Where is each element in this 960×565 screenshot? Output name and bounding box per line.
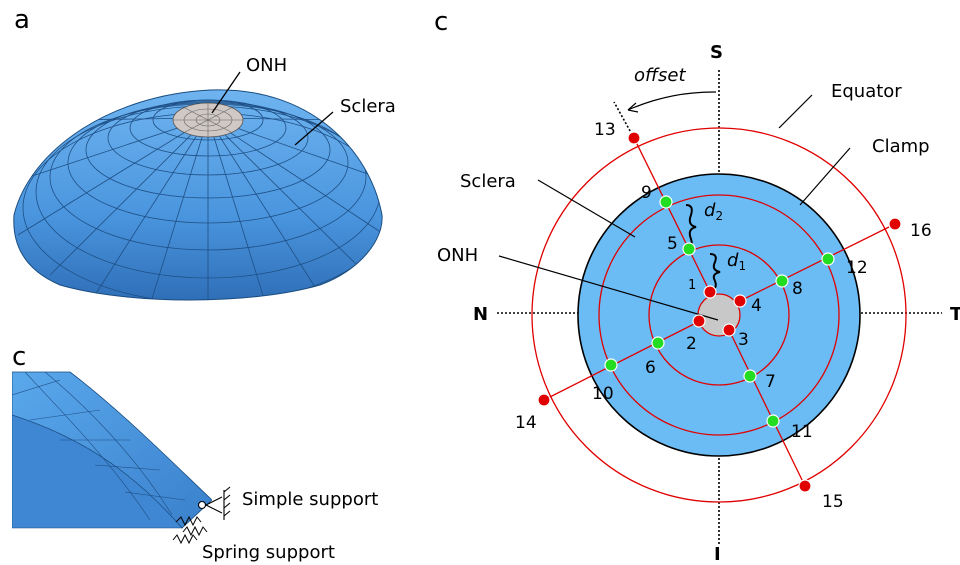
point-label-4: 4 bbox=[751, 296, 762, 316]
panel-b-letter: c bbox=[12, 342, 26, 372]
d2-label: d2 bbox=[704, 200, 723, 223]
equator-circle bbox=[531, 127, 907, 503]
sclera-shell-section bbox=[12, 371, 212, 529]
point-label-15: 15 bbox=[822, 492, 844, 512]
sclera-label-c: Sclera bbox=[460, 171, 516, 192]
sclera-dome bbox=[13, 89, 383, 301]
d1-label: d1 bbox=[727, 250, 746, 273]
point-16 bbox=[888, 217, 902, 231]
leader-lines-c bbox=[498, 94, 851, 321]
radial-lines bbox=[543, 137, 896, 487]
onh-label-c: ONH bbox=[437, 245, 478, 266]
point-15 bbox=[798, 479, 812, 493]
point-7 bbox=[743, 369, 757, 383]
simple-support-label: Simple support bbox=[242, 489, 378, 510]
sclera-leader-line bbox=[294, 111, 334, 146]
point-12 bbox=[821, 252, 835, 266]
point-9 bbox=[659, 195, 673, 209]
point-label-10: 10 bbox=[592, 384, 614, 404]
temporal-label: T bbox=[950, 304, 960, 325]
point-1 bbox=[703, 285, 717, 299]
point-13 bbox=[627, 131, 641, 145]
inferior-label: I bbox=[714, 544, 721, 565]
point-label-8: 8 bbox=[792, 279, 803, 299]
point-label-16: 16 bbox=[910, 221, 932, 241]
point-label-11: 11 bbox=[791, 422, 813, 442]
point-4 bbox=[733, 294, 747, 308]
point-label-7: 7 bbox=[765, 372, 776, 392]
point-label-9: 9 bbox=[641, 183, 652, 203]
ring-outer bbox=[598, 194, 840, 436]
point-14 bbox=[537, 393, 551, 407]
point-label-1: 1 bbox=[688, 278, 696, 293]
point-label-6: 6 bbox=[645, 358, 656, 378]
point-label-13: 13 bbox=[594, 120, 616, 140]
point-label-12: 12 bbox=[846, 258, 868, 278]
point-11 bbox=[766, 414, 780, 428]
onh-label-a: ONH bbox=[246, 55, 287, 76]
equator-label: Equator bbox=[831, 81, 902, 102]
point-10 bbox=[604, 358, 618, 372]
point-2 bbox=[692, 314, 706, 328]
sclera-label-a: Sclera bbox=[340, 96, 396, 117]
green-points bbox=[604, 195, 835, 428]
panel-a-letter: a bbox=[14, 5, 30, 35]
point-3 bbox=[722, 323, 736, 337]
ring-middle bbox=[648, 244, 790, 386]
point-5 bbox=[682, 242, 696, 256]
red-points bbox=[537, 131, 902, 493]
offset-label: offset bbox=[634, 65, 686, 86]
spring-support-symbol bbox=[172, 515, 208, 545]
panel-c-letter: c bbox=[434, 7, 448, 37]
superior-label: S bbox=[710, 42, 723, 63]
point-6 bbox=[651, 336, 665, 350]
point-label-5: 5 bbox=[667, 234, 678, 254]
simple-support-symbol bbox=[197, 486, 231, 520]
point-labels: 1 2 3 4 5 6 7 8 9 10 11 12 13 14 15 16 bbox=[515, 120, 932, 512]
panel-b: c bbox=[12, 342, 378, 563]
d1-brace bbox=[709, 253, 721, 291]
point-label-2: 2 bbox=[686, 334, 697, 354]
offset-arc bbox=[627, 91, 717, 111]
spring-support-label: Spring support bbox=[202, 542, 335, 563]
clamp-label: Clamp bbox=[872, 136, 930, 157]
point-label-14: 14 bbox=[515, 413, 537, 433]
onh-cap-mesh bbox=[173, 103, 243, 137]
onh-leader-line bbox=[211, 71, 241, 114]
panel-a: a bbox=[13, 5, 396, 301]
nasal-label: N bbox=[473, 304, 488, 325]
panel-c: c S I N T offset bbox=[434, 7, 960, 565]
offset-arrowhead bbox=[627, 102, 639, 113]
point-8 bbox=[775, 274, 789, 288]
point-label-3: 3 bbox=[738, 330, 749, 350]
